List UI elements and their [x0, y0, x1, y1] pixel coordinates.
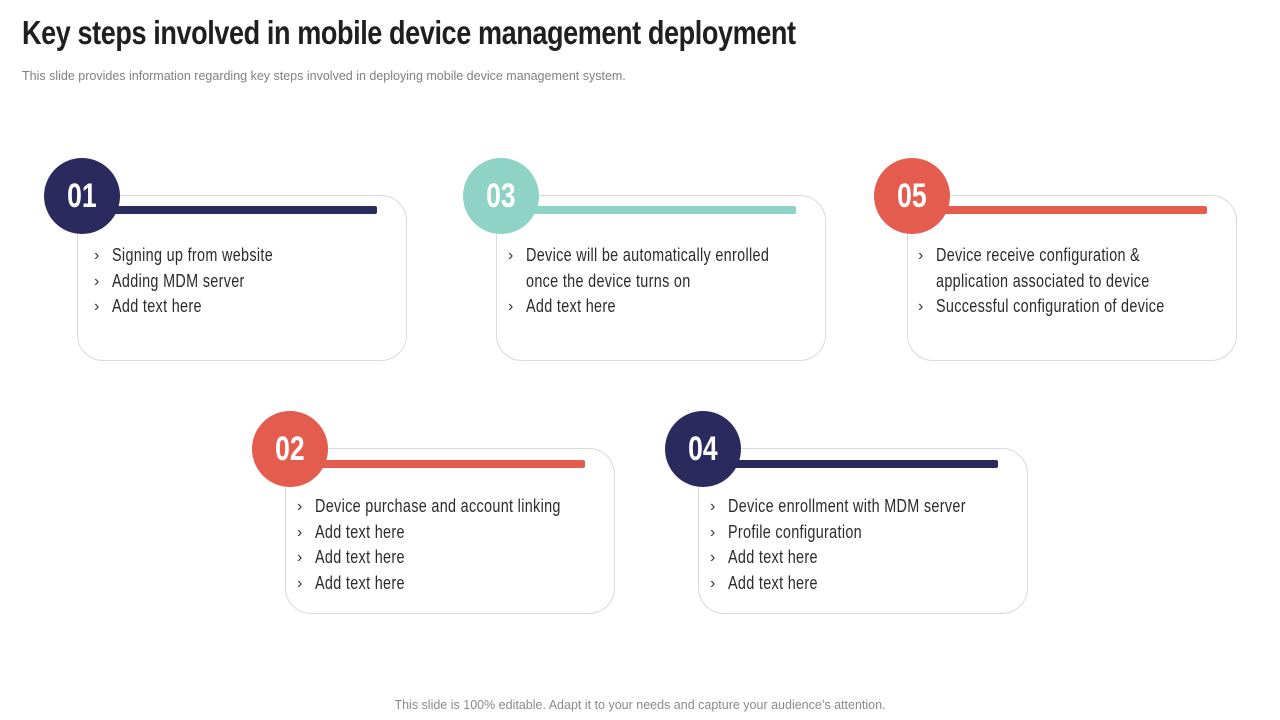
chevron-right-icon: › [94, 298, 100, 315]
step-bar [100, 206, 377, 214]
chevron-right-icon: › [508, 247, 514, 264]
list-item: › Add text here [295, 545, 600, 571]
step-item-list: › Device will be automatically enrolled o… [506, 243, 811, 320]
chevron-right-icon: › [297, 549, 303, 566]
list-item: › Add text here [708, 571, 1013, 597]
step-card [496, 195, 826, 361]
page-title: Key steps involved in mobile device mana… [22, 14, 796, 51]
step-card [285, 448, 615, 614]
step-number: 01 [67, 176, 97, 215]
step-card [698, 448, 1028, 614]
step-number-badge: 01 [44, 158, 120, 234]
chevron-right-icon: › [918, 298, 924, 315]
chevron-right-icon: › [710, 523, 716, 541]
footer-note: This slide is 100% editable. Adapt it to… [394, 698, 886, 712]
chevron-right-icon: › [94, 272, 100, 290]
list-item: › Device enrollment with MDM server [708, 494, 1013, 520]
step-number-badge: 05 [874, 158, 950, 234]
list-item: › Profile configuration [708, 520, 1013, 546]
chevron-right-icon: › [710, 498, 716, 515]
step-number: 02 [275, 429, 305, 468]
list-item: › Add text here [295, 520, 600, 546]
list-item: › Device will be automatically enrolled o… [508, 245, 770, 291]
step-number: 03 [486, 176, 516, 215]
step-item-list: › Signing up from website › Adding MDM ser… [92, 243, 397, 320]
list-item: › Successful configuration of device [916, 294, 1226, 320]
step-number: 05 [897, 176, 927, 215]
list-item: › Add text here [92, 294, 397, 320]
list-item: › Signing up from website [92, 243, 397, 269]
list-item: › Add text here [708, 545, 1013, 571]
step-number: 04 [688, 429, 718, 468]
chevron-right-icon: › [94, 247, 100, 264]
list-item: › Add text here [506, 294, 811, 320]
step-card [907, 195, 1237, 361]
chevron-right-icon: › [297, 498, 303, 515]
chevron-right-icon: › [297, 523, 303, 541]
step-item-list: › Device purchase and account linking › Ad… [295, 494, 600, 596]
chevron-right-icon: › [918, 247, 924, 264]
chevron-right-icon: › [297, 574, 303, 592]
list-item: › Device purchase and account linking [295, 494, 600, 520]
list-item: › Add text here [295, 571, 600, 597]
step-number-badge: 03 [463, 158, 539, 234]
step-number-badge: 04 [665, 411, 741, 487]
chevron-right-icon: › [710, 549, 716, 566]
step-bar [930, 206, 1207, 214]
step-item-list: › Device receive configuration & applicat… [916, 243, 1226, 320]
list-item: › Adding MDM server [92, 269, 397, 295]
step-number-badge: 02 [252, 411, 328, 487]
list-item: › Device receive configuration & applicat… [918, 245, 1150, 291]
step-card [77, 195, 407, 361]
chevron-right-icon: › [508, 298, 514, 315]
step-bar [519, 206, 796, 214]
step-bar [308, 460, 585, 468]
step-bar [721, 460, 998, 468]
step-item-list: › Device enrollment with MDM server › Prof… [708, 494, 1013, 596]
chevron-right-icon: › [710, 574, 716, 592]
page-subtitle: This slide provides information regardin… [22, 69, 626, 83]
